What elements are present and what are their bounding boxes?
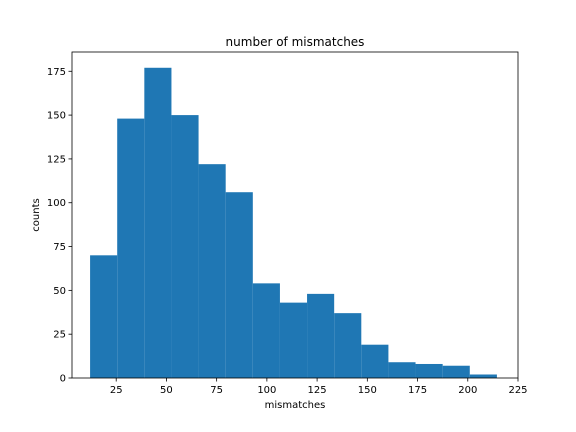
y-axis-label: counts: [31, 198, 42, 231]
y-tick-label: 100: [47, 198, 66, 209]
histogram-bar-5: [225, 192, 253, 378]
histogram-bar-10: [361, 344, 389, 378]
histogram-bar-9: [334, 313, 362, 378]
y-tick-label: 75: [53, 242, 66, 253]
histogram-bar-0: [90, 255, 118, 378]
x-axis: 25 50 75 100 125 150 175 200 225: [110, 378, 528, 396]
histogram-bar-12: [415, 363, 443, 378]
histogram-bar-14: [469, 374, 497, 378]
y-tick-label: 0: [60, 374, 66, 385]
histogram-bar-4: [198, 164, 226, 378]
x-tick-label: 125: [308, 385, 327, 396]
x-tick-label: 225: [508, 385, 527, 396]
histogram-bar-11: [388, 362, 416, 378]
histogram-bar-7: [279, 302, 308, 378]
x-tick-label: 150: [358, 385, 377, 396]
chart-title: number of mismatches: [226, 35, 365, 49]
y-tick-label: 175: [47, 67, 66, 78]
histogram-bar-1: [117, 118, 145, 379]
bars-group: [90, 67, 497, 379]
x-axis-label: mismatches: [265, 400, 326, 411]
histogram-bar-8: [307, 293, 335, 378]
histogram-bar-13: [442, 365, 470, 378]
histogram-bar-2: [144, 67, 172, 378]
x-tick-label: 50: [160, 385, 173, 396]
y-tick-label: 25: [53, 330, 66, 341]
x-tick-label: 175: [408, 385, 427, 396]
y-tick-label: 50: [53, 286, 66, 297]
plot-frame: [71, 51, 519, 379]
x-tick-label: 75: [210, 385, 223, 396]
x-tick-label: 100: [257, 385, 276, 396]
histogram-bar-6: [252, 283, 280, 378]
y-tick-label: 125: [47, 154, 66, 165]
x-tick-label: 200: [458, 385, 477, 396]
y-tick-label: 150: [47, 111, 66, 122]
histogram-bar-3: [171, 115, 199, 378]
y-axis: 0 25 50 75 100 125 150 175: [47, 67, 72, 385]
x-tick-label: 25: [110, 385, 123, 396]
